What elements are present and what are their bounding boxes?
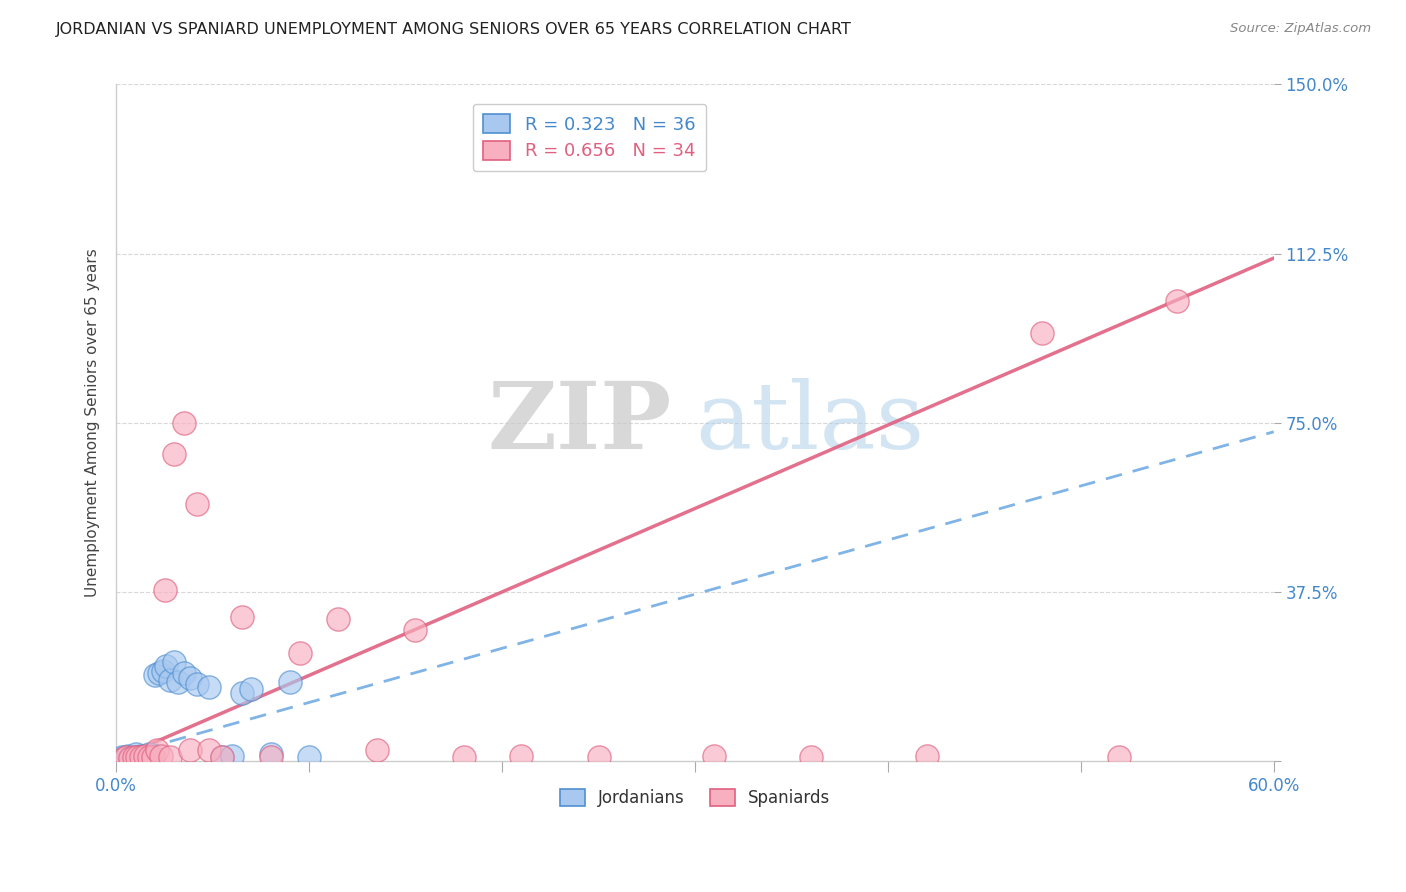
Point [146, 743, 169, 757]
Point [143, 668, 166, 682]
Legend: Jordanians, Spaniards: Jordanians, Spaniards [553, 782, 837, 814]
Point [131, 748, 153, 763]
Point [198, 743, 221, 757]
Point [117, 748, 139, 763]
Point [167, 675, 190, 690]
Point [115, 750, 138, 764]
Point [198, 680, 221, 694]
Point [800, 749, 823, 764]
Point [128, 749, 150, 764]
Point [298, 749, 321, 764]
Point [211, 749, 233, 764]
Point [122, 751, 145, 765]
Point [173, 666, 195, 681]
Text: ZIP: ZIP [488, 377, 672, 467]
Point [122, 749, 145, 764]
Point [142, 749, 165, 764]
Point [163, 655, 186, 669]
Point [703, 748, 725, 763]
Point [115, 750, 138, 764]
Point [231, 686, 253, 700]
Point [404, 624, 426, 638]
Point [1031, 326, 1053, 340]
Point [179, 743, 201, 757]
Point [159, 673, 181, 687]
Point [138, 750, 160, 764]
Text: atlas: atlas [695, 377, 924, 467]
Point [138, 747, 160, 762]
Text: JORDANIAN VS SPANIARD UNEMPLOYMENT AMONG SENIORS OVER 65 YEARS CORRELATION CHART: JORDANIAN VS SPANIARD UNEMPLOYMENT AMONG… [56, 22, 852, 37]
Point [152, 664, 174, 678]
Point [134, 748, 156, 763]
Point [111, 749, 134, 764]
Point [153, 582, 176, 597]
Point [148, 666, 170, 681]
Point [155, 659, 177, 673]
Point [134, 749, 156, 764]
Point [1108, 749, 1130, 764]
Point [149, 748, 172, 763]
Point [186, 677, 208, 691]
Point [278, 675, 301, 690]
Point [132, 750, 155, 764]
Point [118, 751, 141, 765]
Point [121, 749, 143, 764]
Point [588, 749, 610, 764]
Point [1166, 293, 1188, 308]
Point [163, 447, 186, 461]
Point [136, 748, 159, 763]
Point [510, 748, 533, 763]
Point [108, 752, 131, 766]
Text: Source: ZipAtlas.com: Source: ZipAtlas.com [1230, 22, 1371, 36]
Point [259, 749, 281, 764]
Point [221, 748, 243, 763]
Point [112, 752, 135, 766]
Point [231, 609, 253, 624]
Point [259, 747, 281, 762]
Point [453, 749, 475, 764]
Point [179, 671, 201, 685]
Point [111, 752, 134, 766]
Point [288, 646, 311, 660]
Point [240, 681, 263, 696]
Point [127, 750, 149, 764]
Point [142, 750, 165, 764]
Point [127, 750, 149, 764]
Point [915, 748, 938, 763]
Point [118, 751, 141, 765]
Point [124, 747, 146, 762]
Point [159, 749, 181, 764]
Point [326, 612, 349, 626]
Point [366, 743, 388, 757]
Point [139, 749, 162, 764]
Point [173, 416, 195, 430]
Point [186, 497, 208, 511]
Point [131, 749, 153, 764]
Y-axis label: Unemployment Among Seniors over 65 years: Unemployment Among Seniors over 65 years [86, 248, 100, 597]
Point [211, 749, 233, 764]
